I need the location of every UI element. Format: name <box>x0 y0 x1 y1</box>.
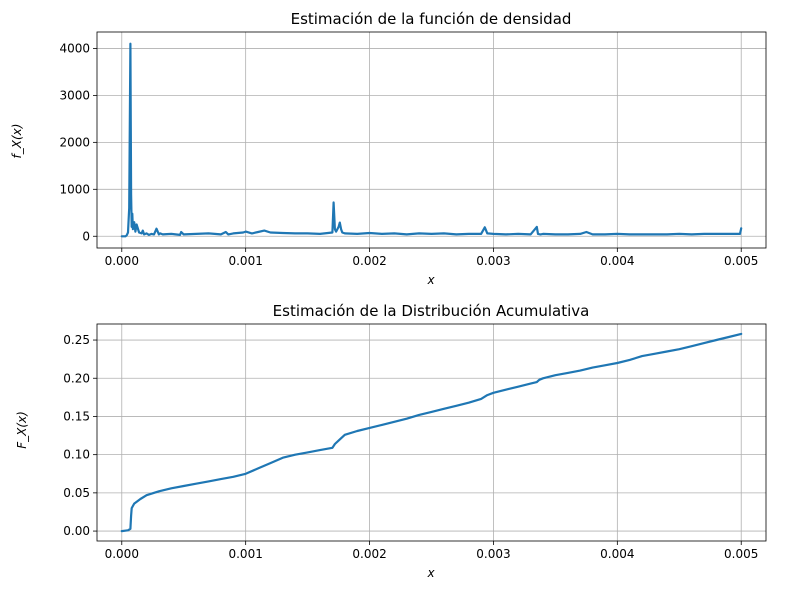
y-tick-label: 0.15 <box>63 409 90 423</box>
density-chart-xlabel: x <box>426 273 435 287</box>
density-chart-title: Estimación de la función de densidad <box>291 10 572 28</box>
y-tick-label: 0.25 <box>63 333 90 347</box>
cdf-chart-series <box>120 332 743 533</box>
cdf-chart: Estimación de la Distribución Acumulativ… <box>15 302 767 580</box>
cdf-chart-grid <box>97 324 766 541</box>
x-tick-label: 0.000 <box>105 547 139 561</box>
density-chart: Estimación de la función de densidad 0.0… <box>10 10 767 287</box>
cdf-chart-xticks: 0.000 0.001 0.002 0.003 0.004 0.005 <box>105 541 758 561</box>
x-tick-label: 0.005 <box>724 547 758 561</box>
y-tick-label: 0 <box>82 229 90 243</box>
y-tick-label: 3000 <box>59 88 90 102</box>
y-tick-label: 0.20 <box>63 371 90 385</box>
y-tick-label: 2000 <box>59 135 90 149</box>
x-tick-label: 0.000 <box>105 254 139 268</box>
x-tick-label: 0.001 <box>228 254 262 268</box>
x-tick-label: 0.003 <box>476 254 510 268</box>
cdf-chart-xlabel: x <box>426 566 435 580</box>
density-chart-ylabel: f_X(x) <box>10 124 24 159</box>
y-tick-label: 0.10 <box>63 448 90 462</box>
y-tick-label: 0.05 <box>63 486 90 500</box>
cdf-chart-ylabel: F_X(x) <box>15 411 29 449</box>
density-chart-grid <box>97 32 766 248</box>
x-tick-label: 0.005 <box>724 254 758 268</box>
x-tick-label: 0.003 <box>476 547 510 561</box>
x-tick-label: 0.002 <box>352 254 386 268</box>
density-chart-yticks: 0 1000 2000 3000 4000 <box>59 41 97 243</box>
x-tick-label: 0.001 <box>228 547 262 561</box>
series-line <box>120 332 743 533</box>
x-tick-label: 0.002 <box>352 547 386 561</box>
cdf-chart-yticks: 0.00 0.05 0.10 0.15 0.20 0.25 <box>63 333 97 538</box>
y-tick-label: 0.00 <box>63 524 90 538</box>
series-line <box>120 42 743 238</box>
density-chart-frame <box>96 31 767 249</box>
cdf-chart-frame <box>96 323 767 542</box>
x-tick-label: 0.004 <box>600 254 634 268</box>
y-tick-label: 4000 <box>59 41 90 55</box>
y-tick-label: 1000 <box>59 182 90 196</box>
density-chart-xticks: 0.000 0.001 0.002 0.003 0.004 0.005 <box>105 248 758 268</box>
x-tick-label: 0.004 <box>600 547 634 561</box>
cdf-chart-title: Estimación de la Distribución Acumulativ… <box>273 302 590 320</box>
density-chart-series <box>120 42 743 238</box>
